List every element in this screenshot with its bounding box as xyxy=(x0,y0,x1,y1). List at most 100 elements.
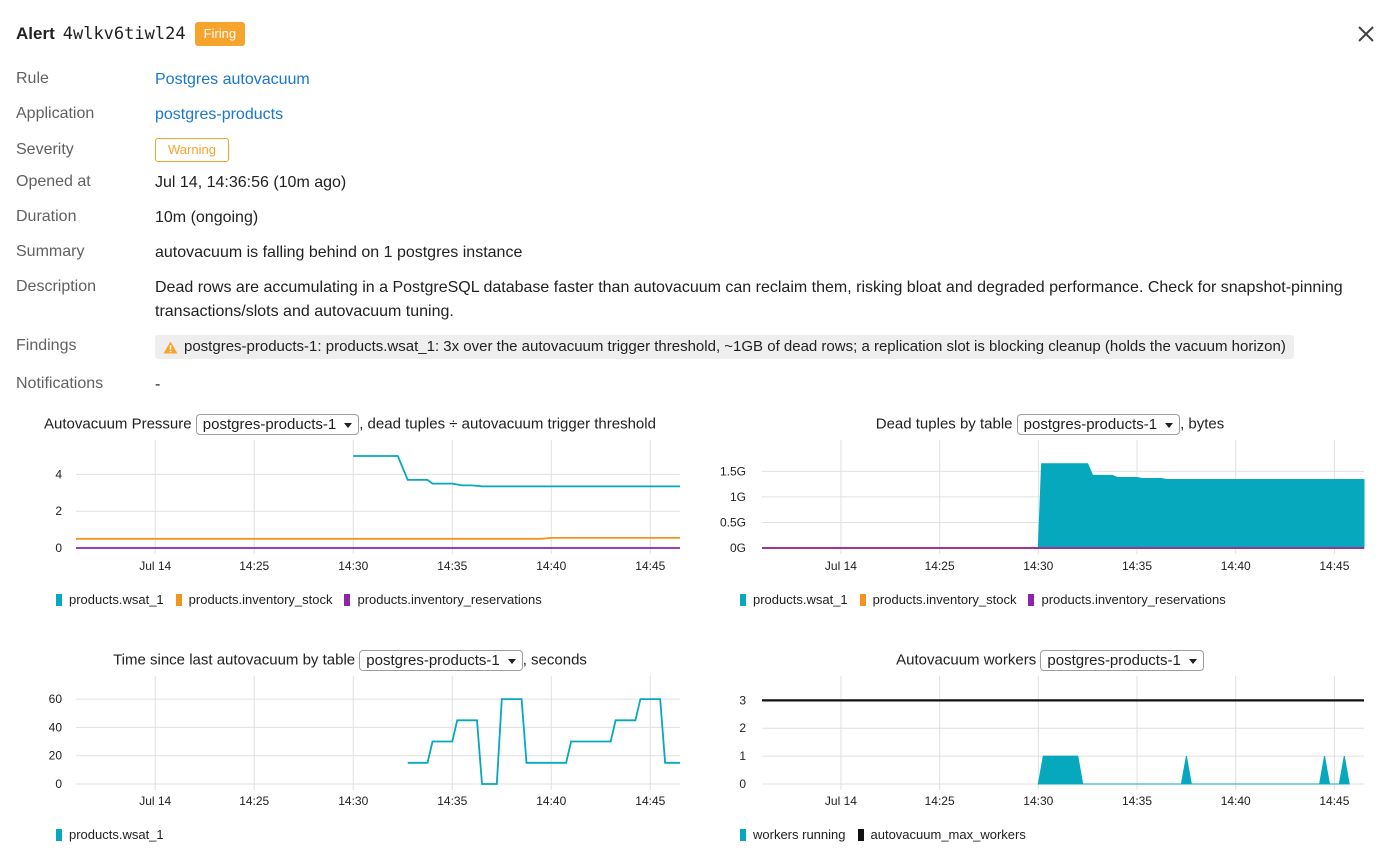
y-tick-label: 0 xyxy=(739,777,746,791)
chart-title-suffix: , bytes xyxy=(1180,415,1225,433)
chart-title-text: Autovacuum workers xyxy=(896,651,1037,669)
y-tick-label: 1G xyxy=(730,490,746,504)
x-tick-label: Jul 14 xyxy=(825,794,857,808)
legend-swatch xyxy=(175,593,182,606)
alert-header: Alert 4wlkv6tiwl24 Firing xyxy=(16,20,246,48)
findings-label: Findings xyxy=(16,337,77,354)
description-label: Description xyxy=(16,278,97,295)
pressure-plot: Jul 14 14:25 14:30 14:35 14:40 14:45 0 2 4 xyxy=(55,440,680,573)
description-row: Description Dead rows are accumulating i… xyxy=(16,276,1386,324)
summary-label: Summary xyxy=(16,243,85,260)
finding-item: postgres-products-1: products.wsat_1: 3x… xyxy=(155,335,1294,359)
instance-select-value: postgres-products-1 xyxy=(1023,416,1158,433)
legend-item[interactable]: products.inventory_reservations xyxy=(1028,592,1226,607)
legend-swatch xyxy=(1028,593,1035,606)
instance-select[interactable]: postgres-products-1 xyxy=(359,650,523,671)
x-tick-label: 14:45 xyxy=(635,559,665,573)
status-badge: Firing xyxy=(194,22,246,46)
instance-select[interactable]: postgres-products-1 xyxy=(1040,650,1204,671)
x-tick-label: 14:40 xyxy=(536,794,566,808)
series-area xyxy=(1037,463,1365,549)
x-tick-label: 14:30 xyxy=(338,794,368,808)
legend-label: products.inventory_stock xyxy=(188,592,333,607)
workers-plot: Jul 14 14:25 14:30 14:35 14:40 14:45 0 1 2 3 xyxy=(739,676,1364,808)
x-tick-label: 14:30 xyxy=(1023,794,1053,808)
legend-label: products.inventory_reservations xyxy=(1041,592,1226,607)
legend-swatch xyxy=(857,828,864,841)
close-button[interactable] xyxy=(1354,22,1378,46)
instance-select[interactable]: postgres-products-1 xyxy=(1016,414,1181,435)
notifications-label: Notifications xyxy=(16,374,104,392)
legend-item[interactable]: products.wsat_1 xyxy=(56,827,164,842)
alert-title: Alert xyxy=(16,24,55,43)
legend-label: products.wsat_1 xyxy=(69,827,164,842)
chart-title: Dead tuples by table postgres-products-1… xyxy=(700,414,1400,435)
x-tick-label: 14:45 xyxy=(1319,559,1349,573)
legend-label: workers running xyxy=(753,827,846,842)
y-tick-label: 1 xyxy=(739,749,746,763)
autovacuum-workers-chart: Autovacuum workers postgres-products-1 J… xyxy=(700,646,1400,857)
chart-title-suffix: , seconds xyxy=(522,651,587,669)
legend-item[interactable]: workers running xyxy=(740,827,846,842)
x-tick-label: 14:25 xyxy=(925,794,955,808)
rule-link[interactable]: Postgres autovacuum xyxy=(155,71,310,88)
legend-item[interactable]: products.wsat_1 xyxy=(740,592,848,607)
alert-details: Rule Postgres autovacuum Application pos… xyxy=(16,68,1386,408)
legend-swatch xyxy=(740,828,746,841)
instance-select[interactable]: postgres-products-1 xyxy=(195,414,360,435)
chart-title-text: Autovacuum Pressure xyxy=(44,415,192,433)
x-tick-label: 14:40 xyxy=(1221,794,1251,808)
x-tick-label: 14:40 xyxy=(1221,559,1251,573)
summary-row: Summary autovacuum is falling behind on … xyxy=(16,241,1386,265)
x-tick-label: 14:25 xyxy=(239,559,269,573)
application-label: Application xyxy=(16,105,95,122)
application-link[interactable]: postgres-products xyxy=(155,106,284,123)
y-tick-label: 2 xyxy=(55,504,62,518)
severity-badge: Warning xyxy=(155,138,229,162)
finding-text: postgres-products-1: products.wsat_1: 3x… xyxy=(184,338,1286,355)
x-tick-label: 14:25 xyxy=(925,559,955,573)
y-tick-label: 2 xyxy=(739,721,746,735)
x-tick-label: 14:35 xyxy=(1122,794,1152,808)
x-tick-label: 14:40 xyxy=(536,559,566,573)
legend-label: products.wsat_1 xyxy=(69,592,164,607)
legend-item[interactable]: products.inventory_reservations xyxy=(344,592,542,607)
legend-swatch xyxy=(859,593,866,606)
chart-legend: workers running autovacuum_max_workers xyxy=(740,827,1038,842)
dead-tuples-chart: Dead tuples by table postgres-products-1… xyxy=(700,410,1400,625)
y-tick-label: 0.5G xyxy=(720,515,746,529)
legend-item[interactable]: autovacuum_max_workers xyxy=(857,827,1026,842)
series-area xyxy=(1037,755,1350,785)
alert-id: 4wlkv6tiwl24 xyxy=(62,24,186,44)
chart-title: Autovacuum workers postgres-products-1 xyxy=(700,650,1400,671)
legend-swatch xyxy=(56,828,62,841)
series-line xyxy=(407,698,680,785)
time-since-plot: Jul 14 14:25 14:30 14:35 14:40 14:45 0 20 40 60 xyxy=(49,676,680,808)
legend-swatch xyxy=(344,593,351,606)
x-tick-label: 14:30 xyxy=(338,559,368,573)
chart-title-text: Time since last autovacuum by table xyxy=(113,651,356,669)
x-tick-label: Jul 14 xyxy=(139,559,171,573)
legend-item[interactable]: products.wsat_1 xyxy=(56,592,164,607)
notifications-row: Notifications - xyxy=(16,373,1386,397)
findings-row: Findings postgres-products-1: products.w… xyxy=(16,335,1386,362)
chevron-down-icon xyxy=(1188,658,1197,664)
x-tick-label: 14:35 xyxy=(437,559,467,573)
y-tick-label: 0 xyxy=(55,777,62,791)
y-tick-label: 20 xyxy=(49,749,63,763)
y-tick-label: 3 xyxy=(739,693,746,707)
legend-label: products.inventory_reservations xyxy=(357,592,542,607)
close-icon[interactable] xyxy=(1354,22,1378,46)
legend-item[interactable]: products.inventory_stock xyxy=(175,592,333,607)
chart-title: Time since last autovacuum by table post… xyxy=(0,650,700,671)
x-tick-label: 14:35 xyxy=(1122,559,1152,573)
opened-at-label: Opened at xyxy=(16,173,91,190)
y-tick-label: 40 xyxy=(49,720,63,734)
x-tick-label: 14:30 xyxy=(1023,559,1053,573)
instance-select-value: postgres-products-1 xyxy=(1047,652,1181,669)
legend-item[interactable]: products.inventory_stock xyxy=(859,592,1016,607)
chart-title: Autovacuum Pressure postgres-products-1,… xyxy=(0,414,700,435)
autovacuum-pressure-chart: Autovacuum Pressure postgres-products-1,… xyxy=(0,410,700,625)
chart-title-suffix: , dead tuples ÷ autovacuum trigger thres… xyxy=(359,415,656,433)
chart-legend: products.wsat_1 products.inventory_stock… xyxy=(56,592,554,607)
